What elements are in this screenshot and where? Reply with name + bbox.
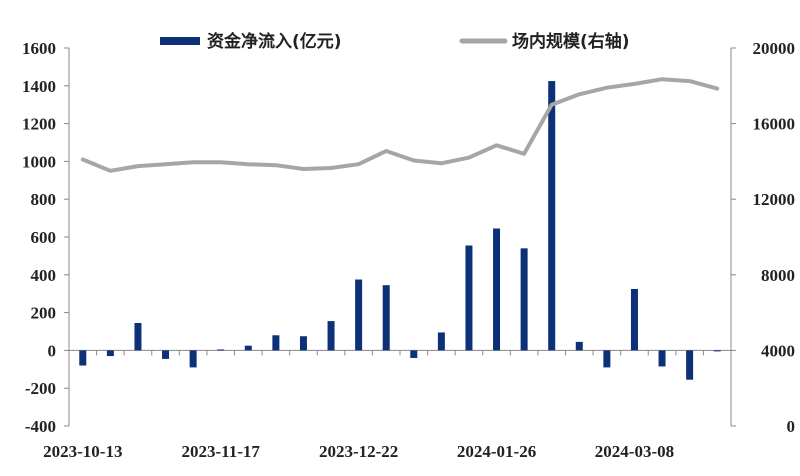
net-inflow-bar [410, 350, 418, 358]
legend-bar-label: 资金净流入(亿元) [207, 31, 342, 52]
left-tick-label: -200 [25, 379, 56, 398]
net-inflow-bar [465, 245, 473, 351]
net-inflow-bar [217, 349, 225, 351]
left-tick-label: 600 [31, 228, 57, 247]
x-tick-label: 2024-01-26 [457, 442, 536, 461]
left-tick-label: 200 [31, 304, 57, 323]
net-inflow-bar [134, 322, 142, 351]
right-tick-label: 4000 [761, 341, 795, 360]
right-tick-label: 16000 [753, 115, 796, 134]
net-inflow-bar [575, 341, 583, 351]
net-inflow-bar [493, 228, 501, 351]
net-inflow-bar [603, 350, 611, 368]
bar-series [79, 81, 721, 380]
net-inflow-bar [244, 345, 252, 351]
legend-line-label: 场内规模(右轴) [512, 31, 630, 52]
left-tick-label: 1400 [22, 77, 56, 96]
x-tick-label: 2023-10-13 [43, 442, 122, 461]
net-inflow-bar [548, 81, 556, 351]
net-inflow-bar [382, 285, 390, 351]
x-tick-label: 2023-11-17 [182, 442, 261, 461]
right-tick-label: 12000 [753, 190, 796, 209]
net-inflow-bar [327, 321, 335, 351]
legend-bar-swatch [160, 37, 200, 45]
x-tick-label: 2023-12-22 [319, 442, 398, 461]
net-inflow-bar [162, 350, 170, 359]
net-inflow-bar [272, 335, 280, 351]
net-inflow-bar [79, 350, 87, 366]
left-tick-label: 1200 [22, 115, 56, 134]
net-inflow-bar [630, 288, 638, 351]
left-tick-label: 800 [31, 190, 57, 209]
net-inflow-bar [355, 279, 363, 351]
net-inflow-bar [299, 336, 307, 351]
left-tick-label: -400 [25, 417, 56, 436]
market-size-line [80, 77, 720, 173]
axes [64, 47, 736, 427]
net-inflow-bar [437, 332, 445, 351]
net-inflow-bar [658, 350, 666, 367]
left-tick-label: 0 [48, 341, 57, 360]
right-tick-label: 20000 [753, 39, 796, 58]
right-tick-label: 8000 [761, 266, 795, 285]
legend: 资金净流入(亿元) 场内规模(右轴) [160, 31, 630, 52]
net-inflow-bar [713, 350, 721, 352]
right-tick-label: 0 [787, 417, 796, 436]
line-series [80, 77, 720, 173]
left-tick-label: 1000 [22, 152, 56, 171]
net-inflow-bar [189, 350, 197, 368]
net-inflow-bar [686, 350, 694, 380]
tick-labels: -400-20002004006008001000120014001600040… [22, 39, 795, 461]
net-inflow-bar [520, 248, 528, 351]
x-tick-label: 2024-03-08 [595, 442, 674, 461]
left-tick-label: 400 [31, 266, 57, 285]
left-tick-label: 1600 [22, 39, 56, 58]
net-inflow-bar [106, 350, 114, 357]
